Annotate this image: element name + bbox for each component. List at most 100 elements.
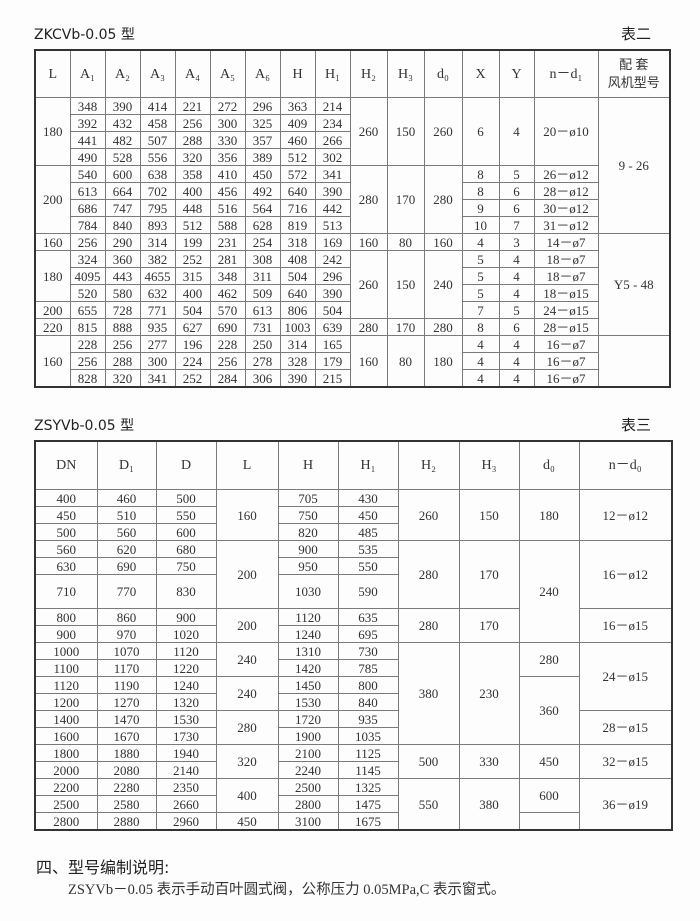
- cell-d0: 360: [518, 676, 580, 745]
- table-row: 180 324 360 382 252 281 308 408 242 260 150 240 5 4 18…: [34, 250, 670, 319]
- cell-D: 550: [155, 506, 217, 524]
- cell-H3: 80: [386, 233, 425, 251]
- cell-H3: 170: [458, 608, 520, 643]
- table-row: 900 970 1020 1240 695: [34, 625, 672, 643]
- table-cell: 256: [104, 335, 141, 353]
- cell-n-d1: 16－ø7: [533, 335, 599, 353]
- cell-D1: 1170: [96, 659, 157, 677]
- cell-n-d1: 16－ø7: [533, 369, 599, 388]
- table-row: 160 256 290 314 199 231 254 318 169 160 80 160 4 3 14－…: [34, 233, 671, 336]
- cell-fan-model: 9 - 26: [597, 97, 671, 234]
- cell-n-d0: 32－ø15: [578, 744, 673, 779]
- table-cell: 256: [69, 233, 106, 251]
- cell-fan-model: Y5 - 48: [597, 233, 671, 336]
- table-cell: 815: [69, 318, 106, 336]
- cell-DN: 1400: [34, 710, 98, 728]
- cell-X: 5: [461, 267, 500, 285]
- table-cell: 456: [209, 182, 246, 200]
- cell-H1: 485: [337, 523, 399, 541]
- cell-D: 500: [155, 489, 217, 507]
- cell-D1: 970: [96, 625, 157, 643]
- column-header-fan: 配 套风机型号: [597, 49, 671, 98]
- cell-D1: 1190: [96, 676, 157, 694]
- table-cell: 306: [244, 369, 281, 388]
- cell-DN: 1200: [34, 693, 98, 711]
- cell-d0: 280: [423, 165, 463, 234]
- cell-D1: 1070: [96, 642, 157, 660]
- table-cell: 179: [314, 352, 351, 370]
- cell-H: 950: [277, 557, 339, 575]
- cell-DN: 800: [34, 608, 98, 626]
- table-cell: 600: [104, 165, 141, 183]
- table-cell: 288: [104, 352, 141, 370]
- cell-n-d1: 28－ø15: [533, 318, 599, 336]
- table-cell: 613: [69, 182, 106, 200]
- cell-X: 8: [461, 318, 500, 336]
- table-cell: 300: [139, 352, 176, 370]
- table-row: 686 747 795 448 516 564 716 442 9 6 30－ø12: [35, 199, 670, 217]
- table-cell: 580: [104, 284, 141, 302]
- cell-H: 820: [277, 523, 339, 541]
- cell-H: 2800: [277, 795, 339, 813]
- cell-H1: 635: [337, 608, 399, 626]
- cell-L: 240: [215, 642, 279, 677]
- cell-H: 1120: [277, 608, 339, 626]
- cell-D1: 2280: [96, 778, 157, 796]
- table-cell: 199: [174, 233, 211, 251]
- cell-D1: 1880: [96, 744, 157, 762]
- table-cell: 400: [174, 284, 211, 302]
- cell-H1: 730: [337, 642, 399, 660]
- cell-D: 2660: [155, 795, 217, 813]
- cell-DN: 1600: [34, 727, 98, 745]
- cell-H3: 380: [458, 778, 520, 831]
- cell-H2: 280: [397, 540, 460, 609]
- cell-L: 160: [34, 335, 71, 388]
- cell-H1: 430: [337, 489, 399, 507]
- table-cell: 492: [244, 182, 281, 200]
- cell-fan-model: [597, 335, 671, 388]
- table-cell: 414: [139, 97, 176, 115]
- table-cell: 784: [69, 216, 106, 234]
- table-cell: 314: [279, 335, 316, 353]
- table-cell: 252: [174, 250, 211, 268]
- cell-Y: 5: [498, 165, 535, 183]
- cell-D: 750: [155, 557, 217, 575]
- table-cell: 639: [314, 318, 351, 336]
- cell-Y: 4: [498, 97, 535, 166]
- column-header: H: [279, 49, 316, 98]
- table-cell: 320: [174, 148, 211, 166]
- table-row: 4095 443 4655 315 348 311 504 296 5 4 18－ø7: [35, 267, 670, 285]
- cell-H2: 160: [349, 335, 388, 388]
- table-cell: 348: [209, 267, 246, 285]
- table2-title: ZKCVb-0.05 型: [34, 27, 135, 43]
- cell-H2: 280: [397, 608, 460, 643]
- cell-H: 1530: [277, 693, 339, 711]
- cell-d0: 280: [518, 642, 580, 677]
- cell-d0: 600: [518, 778, 580, 813]
- cell-X: 10: [461, 216, 500, 234]
- table-row: 828 320 341 252 284 306 390 215 4 4 16－ø7: [35, 369, 670, 388]
- cell-D1: 460: [96, 489, 157, 507]
- table-cell: 450: [244, 165, 281, 183]
- cell-DN: 2800: [34, 812, 98, 831]
- cell-Y: 6: [498, 182, 535, 200]
- cell-H1: 800: [337, 676, 399, 694]
- cell-L: 450: [215, 812, 279, 831]
- table3-title: ZSYVb-0.05 型: [34, 418, 135, 434]
- table-cell: 242: [314, 250, 351, 268]
- table-row: 2000 2080 2140 2240 1145: [34, 761, 672, 779]
- cell-H1: 550: [337, 557, 399, 575]
- cell-D1: 2080: [96, 761, 157, 779]
- cell-H3: 230: [458, 642, 520, 745]
- table-row: 1200 1270 1320 1530 840: [34, 693, 672, 711]
- table-cell: 1003: [279, 318, 316, 336]
- table-row: 200 655 728 771 504 570 613 806 504 7 5 24－ø15: [34, 301, 670, 319]
- table-cell: 640: [279, 182, 316, 200]
- table-cell: 520: [69, 284, 106, 302]
- table-row: 1000 1070 1120 240 1310 730 380 230 280 24－ø15: [34, 642, 673, 745]
- cell-X: 8: [461, 165, 500, 183]
- column-header: X: [461, 49, 500, 98]
- table-row: 160 228 256 277 196 228 250 314 165 160 80 180 4 4 16－…: [34, 335, 671, 388]
- table-cell: 302: [314, 148, 351, 166]
